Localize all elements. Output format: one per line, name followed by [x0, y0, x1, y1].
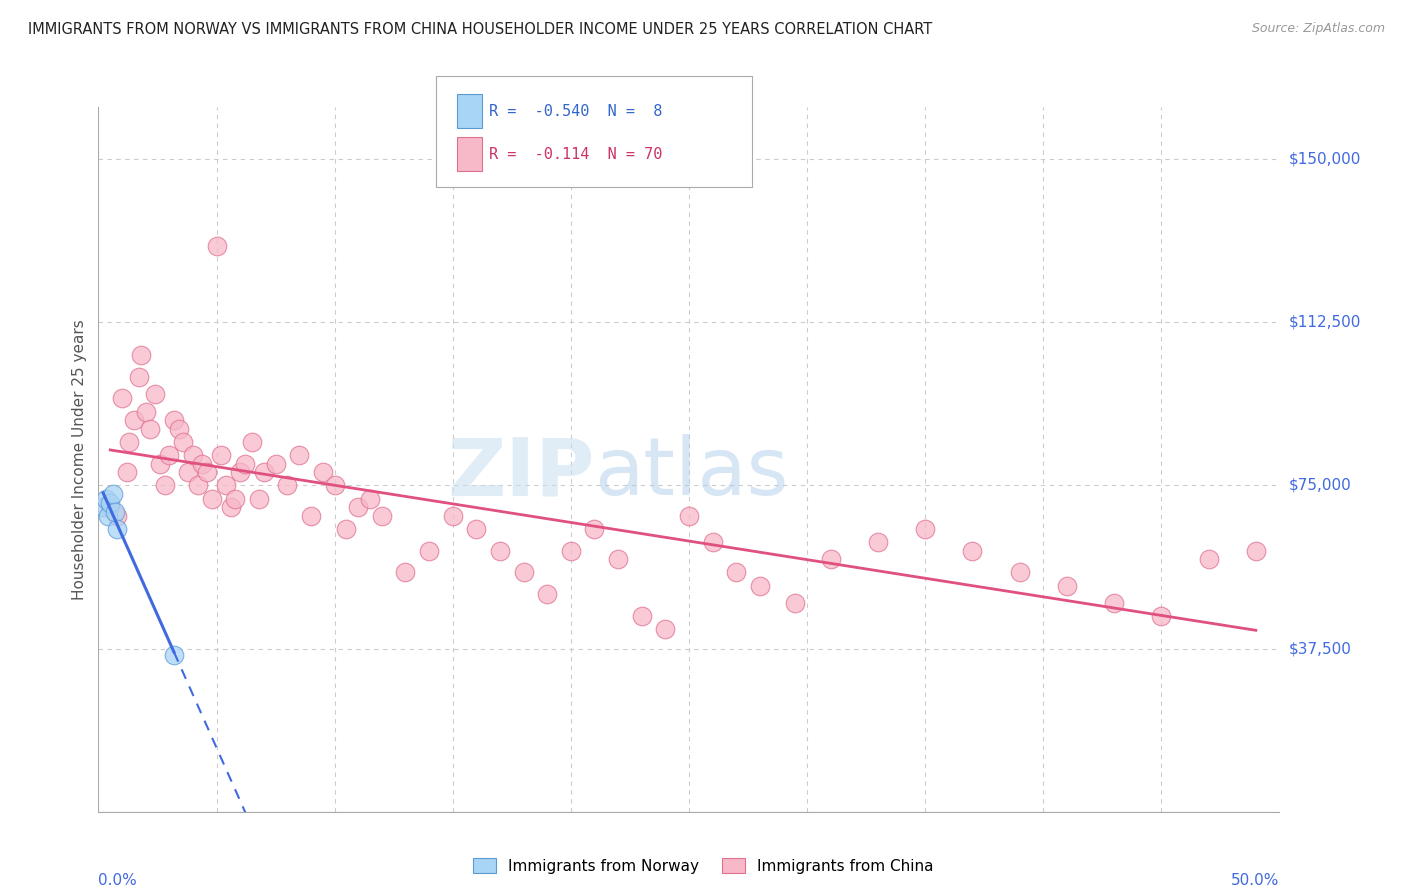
Point [748, 578, 770, 592]
Point [312, 466, 335, 480]
Text: atlas: atlas [595, 434, 789, 513]
Point [118, 434, 141, 449]
Point [962, 543, 984, 558]
Point [253, 466, 276, 480]
Legend: Immigrants from Norway, Immigrants from China: Immigrants from Norway, Immigrants from … [467, 852, 939, 880]
Point [139, 422, 162, 436]
Point [583, 522, 606, 536]
Text: Source: ZipAtlas.com: Source: ZipAtlas.com [1251, 22, 1385, 36]
Point [247, 491, 270, 506]
Point [264, 457, 287, 471]
Point [111, 392, 134, 406]
Point [205, 239, 228, 253]
Point [149, 457, 172, 471]
Point [224, 491, 246, 506]
Text: $112,500: $112,500 [1289, 315, 1361, 330]
Point [654, 622, 676, 636]
Point [299, 508, 322, 523]
Point [219, 500, 242, 515]
Point [820, 552, 842, 566]
Point [229, 466, 252, 480]
Point [1056, 578, 1078, 592]
Point [288, 448, 311, 462]
Point [441, 508, 464, 523]
Point [866, 535, 889, 549]
Text: $75,000: $75,000 [1289, 478, 1351, 493]
Point [630, 609, 652, 624]
Point [1244, 543, 1267, 558]
Text: IMMIGRANTS FROM NORWAY VS IMMIGRANTS FROM CHINA HOUSEHOLDER INCOME UNDER 25 YEAR: IMMIGRANTS FROM NORWAY VS IMMIGRANTS FRO… [28, 22, 932, 37]
Point [276, 478, 298, 492]
Point [143, 387, 166, 401]
Point [1150, 609, 1173, 624]
Point [725, 566, 748, 580]
Text: R =  -0.114  N = 70: R = -0.114 N = 70 [489, 146, 662, 161]
Text: $150,000: $150,000 [1289, 152, 1361, 167]
Point [129, 348, 152, 362]
Point [167, 422, 190, 436]
Point [335, 522, 357, 536]
Point [465, 522, 488, 536]
Point [98, 496, 121, 510]
Point [98, 500, 121, 515]
Point [1198, 552, 1220, 566]
Point [105, 508, 128, 523]
Point [418, 543, 440, 558]
Text: 0.0%: 0.0% [98, 872, 138, 888]
Point [215, 478, 238, 492]
Point [1008, 566, 1031, 580]
Y-axis label: Householder Income Under 25 years: Householder Income Under 25 years [72, 319, 87, 599]
Point [702, 535, 724, 549]
Text: $37,500: $37,500 [1289, 641, 1351, 657]
Point [560, 543, 582, 558]
Point [323, 478, 346, 492]
Point [104, 505, 127, 519]
Point [91, 500, 114, 515]
Point [187, 478, 209, 492]
Point [209, 448, 232, 462]
Text: ZIP: ZIP [447, 434, 595, 513]
Point [128, 369, 150, 384]
Point [115, 466, 138, 480]
Point [157, 448, 180, 462]
Point [181, 448, 204, 462]
Point [105, 522, 128, 536]
Text: 50.0%: 50.0% [1232, 872, 1279, 888]
Point [914, 522, 936, 536]
Text: R =  -0.540  N =  8: R = -0.540 N = 8 [489, 103, 662, 119]
Point [347, 500, 370, 515]
Point [135, 404, 157, 418]
Point [607, 552, 630, 566]
Point [678, 508, 700, 523]
Point [233, 457, 256, 471]
Point [94, 491, 117, 506]
Point [371, 508, 394, 523]
Point [195, 466, 218, 480]
Point [201, 491, 224, 506]
Point [122, 413, 145, 427]
Point [785, 596, 807, 610]
Point [1102, 596, 1125, 610]
Point [191, 457, 214, 471]
Point [101, 487, 124, 501]
Point [163, 413, 186, 427]
Point [153, 478, 176, 492]
Point [97, 508, 120, 523]
Point [163, 648, 186, 662]
Point [394, 566, 416, 580]
Point [172, 434, 194, 449]
Point [536, 587, 558, 601]
Point [177, 466, 200, 480]
Point [489, 543, 512, 558]
Point [512, 566, 534, 580]
Point [240, 434, 263, 449]
Point [359, 491, 381, 506]
